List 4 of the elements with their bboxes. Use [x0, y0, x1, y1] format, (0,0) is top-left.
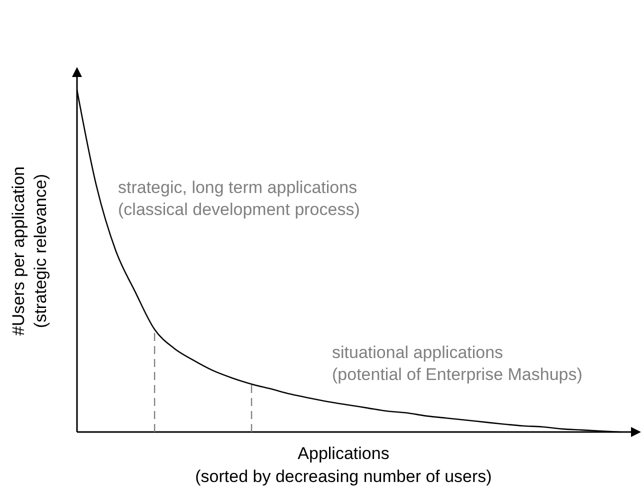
y-axis-title: #Users per application (strategic relevance)	[9, 166, 50, 336]
annotation: situational applications (potential of Enterprise Mashups)	[332, 343, 582, 384]
annotation: strategic, long term applications (classical development process)	[118, 178, 360, 219]
x-axis-title: Applications (sorted by decreasing number of users)	[195, 444, 492, 486]
